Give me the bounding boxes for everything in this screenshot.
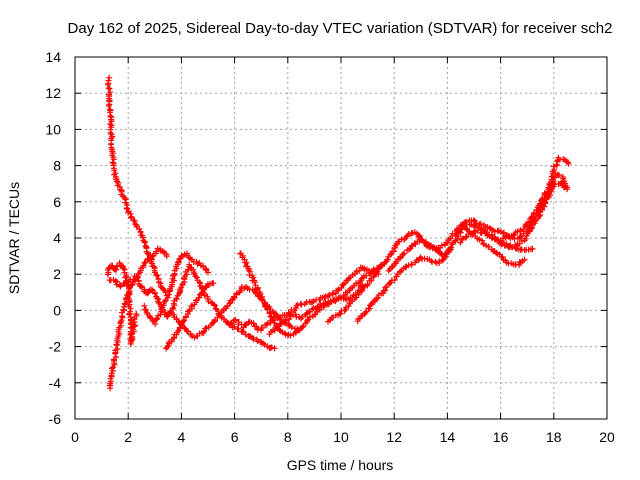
x-tick-label: 6 <box>231 429 239 445</box>
plus-marks <box>163 280 217 352</box>
x-tick-label: 20 <box>599 429 615 445</box>
y-tick-label: 0 <box>53 302 61 318</box>
x-tick-label: 4 <box>178 429 186 445</box>
y-tick-label: 4 <box>53 230 61 246</box>
plus-marks <box>141 250 211 327</box>
series-arc13 <box>385 222 528 274</box>
y-tick-label: 14 <box>45 49 61 65</box>
x-tick-label: 8 <box>284 429 292 445</box>
x-tick-label: 18 <box>546 429 562 445</box>
plus-marks <box>106 261 278 352</box>
y-tick-label: 12 <box>45 85 61 101</box>
plus-marks <box>385 222 528 274</box>
y-tick-labels: -6 -4 -2 0 2 4 6 8 10 12 14 <box>45 49 61 427</box>
x-tick-label: 16 <box>493 429 509 445</box>
x-axis-label: GPS time / hours <box>287 457 394 473</box>
y-tick-label: 6 <box>53 194 61 210</box>
axis-ticks <box>74 56 608 420</box>
y-tick-label: 2 <box>53 266 61 282</box>
series-arc1 <box>104 74 169 296</box>
y-axis-label: SDTVAR / TECUs <box>6 182 22 294</box>
series-arc5 <box>141 250 211 327</box>
plus-marks <box>104 74 169 296</box>
series-arc4 <box>106 261 278 352</box>
y-tick-label: -4 <box>49 375 62 391</box>
x-tick-label: 14 <box>440 429 456 445</box>
series-arc6 <box>163 280 217 352</box>
series-arc8 <box>237 250 384 339</box>
x-tick-label: 10 <box>333 429 349 445</box>
plus-marks <box>227 264 382 334</box>
x-tick-label: 2 <box>124 429 132 445</box>
data-marks <box>104 74 572 392</box>
y-tick-label: 10 <box>45 121 61 137</box>
chart-title: Day 162 of 2025, Sidereal Day-to-day VTE… <box>68 20 613 37</box>
x-tick-label: 0 <box>71 429 79 445</box>
plus-marks <box>457 179 571 251</box>
y-tick-label: -6 <box>49 411 62 427</box>
plus-marks <box>237 250 384 339</box>
series-arc16 <box>457 179 571 251</box>
y-tick-label: -2 <box>49 339 62 355</box>
y-tick-label: 8 <box>53 158 61 174</box>
x-tick-label: 12 <box>386 429 402 445</box>
x-tick-labels: 0 2 4 6 8 10 12 14 16 18 20 <box>71 429 615 445</box>
series-arc9 <box>227 264 382 334</box>
